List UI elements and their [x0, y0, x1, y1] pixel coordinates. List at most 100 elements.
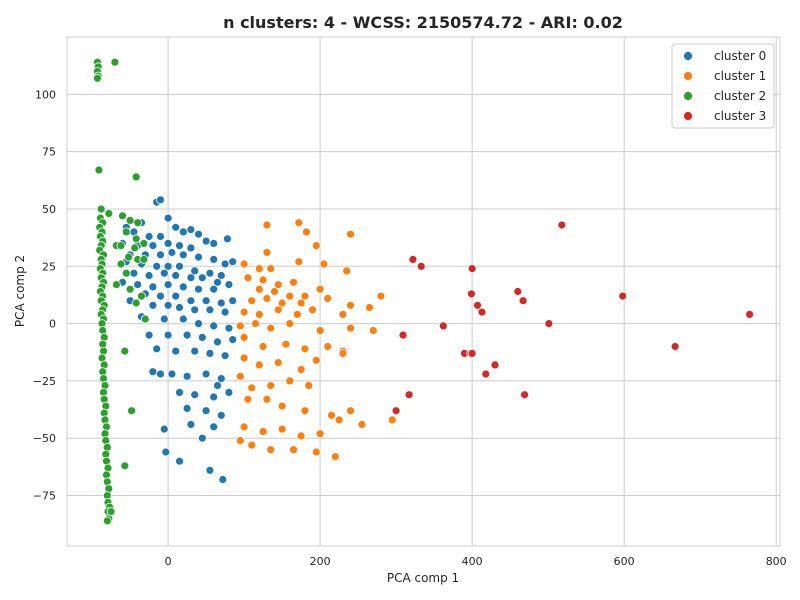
- data-point-cluster-0: [197, 273, 207, 283]
- data-point-cluster-3: [408, 254, 418, 264]
- data-point-cluster-1: [243, 394, 253, 404]
- data-point-cluster-1: [270, 287, 279, 296]
- data-point-cluster-0: [194, 252, 203, 262]
- y-tick-label: 75: [42, 146, 56, 159]
- data-point-cluster-0: [222, 234, 232, 244]
- x-axis-label: PCA comp 1: [387, 571, 459, 585]
- data-point-cluster-0: [175, 303, 184, 312]
- data-point-cluster-1: [239, 332, 249, 342]
- data-point-cluster-2: [121, 227, 131, 237]
- data-point-cluster-0: [171, 222, 181, 232]
- data-point-cluster-1: [323, 342, 333, 351]
- data-point-cluster-0: [182, 403, 192, 413]
- y-tick-label: 100: [35, 88, 56, 101]
- data-point-cluster-0: [178, 314, 188, 324]
- data-point-cluster-0: [213, 277, 222, 287]
- data-point-cluster-1: [273, 358, 283, 368]
- data-point-cluster-0: [186, 273, 196, 283]
- data-point-cluster-2: [93, 73, 102, 83]
- data-point-cluster-3: [391, 406, 401, 416]
- x-tick-label: 0: [165, 555, 172, 568]
- data-point-cluster-0: [228, 257, 238, 267]
- data-point-cluster-0: [163, 280, 173, 290]
- data-point-cluster-2: [131, 234, 141, 244]
- data-point-cluster-1: [304, 381, 314, 390]
- data-point-cluster-1: [258, 275, 268, 285]
- data-point-cluster-1: [262, 394, 272, 404]
- data-point-cluster-1: [239, 353, 249, 363]
- data-point-cluster-2: [94, 165, 104, 175]
- data-point-cluster-1: [308, 305, 317, 315]
- data-point-cluster-1: [346, 300, 355, 310]
- data-point-cluster-0: [148, 300, 158, 310]
- data-point-cluster-0: [209, 422, 219, 432]
- data-point-cluster-1: [296, 365, 306, 374]
- data-point-cluster-3: [557, 220, 567, 230]
- data-point-cluster-0: [129, 268, 139, 278]
- data-point-cluster-3: [467, 348, 477, 358]
- data-point-cluster-0: [213, 381, 222, 390]
- data-point-cluster-1: [300, 406, 310, 416]
- data-point-cluster-0: [144, 330, 154, 340]
- tick-labels: 0 200 400 600 800 −75 −50 −25 0 25 50 75 100: [33, 88, 787, 568]
- data-point-cluster-0: [163, 261, 173, 271]
- x-tick-label: 800: [766, 555, 787, 568]
- data-point-cluster-1: [300, 344, 310, 354]
- legend-label: cluster 0: [714, 49, 766, 63]
- data-point-cluster-1: [300, 291, 310, 301]
- data-point-cluster-0: [156, 250, 165, 260]
- data-point-cluster-0: [201, 369, 211, 379]
- data-point-cluster-1: [323, 293, 333, 303]
- data-point-cluster-0: [205, 465, 215, 475]
- data-point-cluster-1: [342, 266, 352, 276]
- legend-label: cluster 1: [714, 69, 766, 83]
- data-point-cluster-3: [477, 307, 487, 317]
- y-tick-label: 0: [49, 318, 56, 331]
- data-point-cluster-1: [254, 284, 264, 294]
- legend-box: [671, 43, 775, 129]
- legend-marker: [683, 111, 693, 121]
- data-point-cluster-0: [220, 307, 230, 317]
- data-point-cluster-2: [106, 507, 116, 517]
- legend: cluster 0 cluster 1 cluster 2 cluster 3: [671, 43, 775, 129]
- data-point-cluster-0: [201, 406, 211, 416]
- data-point-cluster-3: [618, 291, 628, 301]
- data-point-cluster-1: [365, 303, 374, 312]
- data-point-cluster-1: [294, 257, 304, 267]
- data-point-cluster-1: [239, 422, 249, 432]
- data-point-cluster-0: [178, 227, 188, 237]
- data-point-cluster-3: [404, 390, 414, 400]
- data-point-cluster-0: [163, 330, 173, 340]
- data-point-cluster-1: [311, 355, 321, 365]
- data-point-cluster-0: [194, 319, 203, 329]
- data-point-cluster-0: [171, 346, 181, 356]
- data-point-cluster-1: [281, 339, 291, 349]
- data-point-cluster-2: [127, 406, 137, 416]
- data-point-cluster-0: [178, 282, 188, 292]
- legend-label: cluster 2: [714, 89, 766, 103]
- data-point-cluster-0: [182, 371, 192, 381]
- data-point-cluster-0: [190, 346, 200, 356]
- data-point-cluster-2: [124, 252, 134, 262]
- data-point-cluster-1: [266, 445, 276, 455]
- data-point-cluster-2: [118, 211, 127, 221]
- data-point-cluster-0: [156, 369, 165, 379]
- data-point-cluster-2: [125, 215, 135, 225]
- data-point-cluster-1: [296, 298, 306, 308]
- data-point-cluster-2: [130, 243, 140, 253]
- data-point-cluster-0: [194, 284, 203, 294]
- data-point-cluster-0: [209, 238, 219, 248]
- legend-label: cluster 3: [714, 109, 766, 123]
- data-point-cluster-2: [116, 241, 126, 251]
- data-point-cluster-0: [159, 268, 169, 278]
- data-point-cluster-1: [292, 309, 302, 319]
- x-tick-label: 200: [310, 555, 331, 568]
- data-point-cluster-0: [167, 248, 177, 257]
- data-point-cluster-1: [315, 326, 325, 335]
- data-point-cluster-0: [175, 241, 184, 251]
- data-point-cluster-3: [473, 300, 482, 310]
- data-point-cluster-3: [513, 287, 523, 296]
- data-point-cluster-0: [190, 305, 200, 315]
- legend-marker: [683, 91, 693, 101]
- data-point-cluster-2: [131, 172, 141, 182]
